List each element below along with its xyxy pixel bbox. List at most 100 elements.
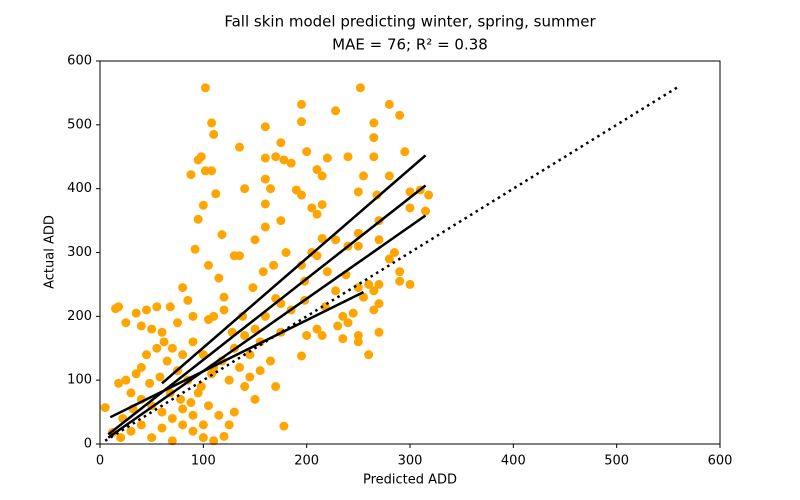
y-tick-label: 600 [67, 54, 92, 69]
scatter-point [178, 283, 188, 293]
scatter-point [167, 436, 177, 446]
scatter-point [384, 254, 394, 264]
scatter-point [147, 433, 157, 443]
scatter-point [217, 230, 227, 240]
scatter-point [165, 302, 175, 312]
scatter-point [374, 235, 384, 245]
scatter-point [353, 187, 363, 197]
scatter-point [424, 190, 434, 200]
scatter-point [214, 273, 224, 283]
scatter-point [384, 171, 394, 181]
scatter-point [297, 190, 306, 200]
scatter-point [338, 311, 348, 321]
scatter-point [200, 83, 210, 93]
scatter-point [297, 351, 306, 361]
scatter-point [260, 199, 270, 209]
scatter-point [167, 343, 177, 353]
scatter-point [219, 305, 229, 315]
scatter-point [312, 209, 322, 219]
scatter-point [395, 276, 405, 286]
scatter-point [245, 350, 255, 360]
scatter-point [152, 302, 162, 312]
scatter-point [240, 330, 250, 340]
scatter-point [188, 410, 198, 420]
x-tick-label: 500 [604, 454, 629, 469]
scatter-point [322, 267, 332, 277]
scatter-point [193, 214, 203, 224]
scatter-point [196, 382, 206, 392]
scatter-point [297, 117, 306, 127]
identity-line [104, 85, 680, 442]
scatter-point [297, 99, 306, 109]
scatter-point [100, 403, 110, 413]
scatter-point [353, 337, 363, 347]
scatter-point [338, 334, 348, 344]
scatter-point [235, 251, 244, 261]
scatter-point [405, 279, 415, 289]
scatter-point [405, 203, 415, 213]
scatter-point [198, 433, 208, 443]
scatter-point [369, 305, 379, 315]
scatter-point [209, 129, 219, 139]
fit-line [161, 154, 427, 385]
scatter-point [359, 292, 368, 302]
scatter-point [157, 407, 167, 417]
scatter-point [369, 118, 379, 128]
scatter-point [343, 152, 353, 162]
scatter-point [245, 372, 255, 382]
scatter-point [260, 222, 270, 232]
scatter-point [219, 292, 229, 302]
scatter-point [152, 343, 162, 353]
scatter-point [395, 267, 405, 277]
scatter-point [250, 324, 260, 334]
scatter-point [250, 394, 260, 404]
y-tick-label: 0 [84, 437, 92, 452]
scatter-point [372, 190, 382, 200]
scatter-point [121, 375, 131, 385]
scatter-point [126, 388, 136, 398]
scatter-point [312, 251, 322, 261]
scatter-point [333, 321, 343, 331]
scatter-point [374, 279, 384, 289]
scatter-point [258, 267, 268, 277]
scatter-point [374, 299, 384, 309]
x-tick-label: 300 [398, 454, 423, 469]
fit-line [109, 290, 365, 419]
scatter-point [348, 308, 358, 318]
scatter-point [198, 200, 208, 210]
y-tick-label: 200 [67, 309, 92, 324]
y-tick-label: 400 [67, 181, 92, 196]
y-tick-label: 100 [67, 373, 92, 388]
scatter-point [204, 260, 213, 270]
scatter-point [279, 155, 289, 165]
scatter-point [207, 118, 217, 128]
scatter-point [131, 308, 141, 318]
scatter-point [250, 235, 260, 245]
scatter-point [331, 235, 341, 245]
scatter-point [317, 330, 327, 340]
scatter-point [260, 122, 270, 132]
scatter-point [204, 315, 213, 325]
scatter-point [214, 410, 224, 420]
scatter-point [240, 382, 250, 392]
y-tick-label: 300 [67, 245, 92, 260]
scatter-point [279, 421, 289, 431]
scatter-point [374, 327, 384, 337]
scatter-point [302, 330, 312, 340]
scatter-point [384, 99, 394, 109]
scatter-point [186, 170, 196, 180]
x-tick-label: 0 [96, 454, 104, 469]
scatter-point [355, 83, 365, 93]
scatter-point [269, 260, 279, 270]
scatter-point [200, 166, 210, 176]
scatter-point [317, 233, 327, 243]
scatter-point [229, 407, 239, 417]
scatter-point [353, 241, 363, 251]
scatter-point [131, 369, 141, 379]
scatter-point [209, 436, 219, 446]
scatter-point [116, 433, 126, 443]
scatter-point [353, 330, 363, 340]
scatter-point [219, 431, 229, 441]
scatter-point [390, 248, 399, 257]
scatter-point [147, 324, 157, 334]
